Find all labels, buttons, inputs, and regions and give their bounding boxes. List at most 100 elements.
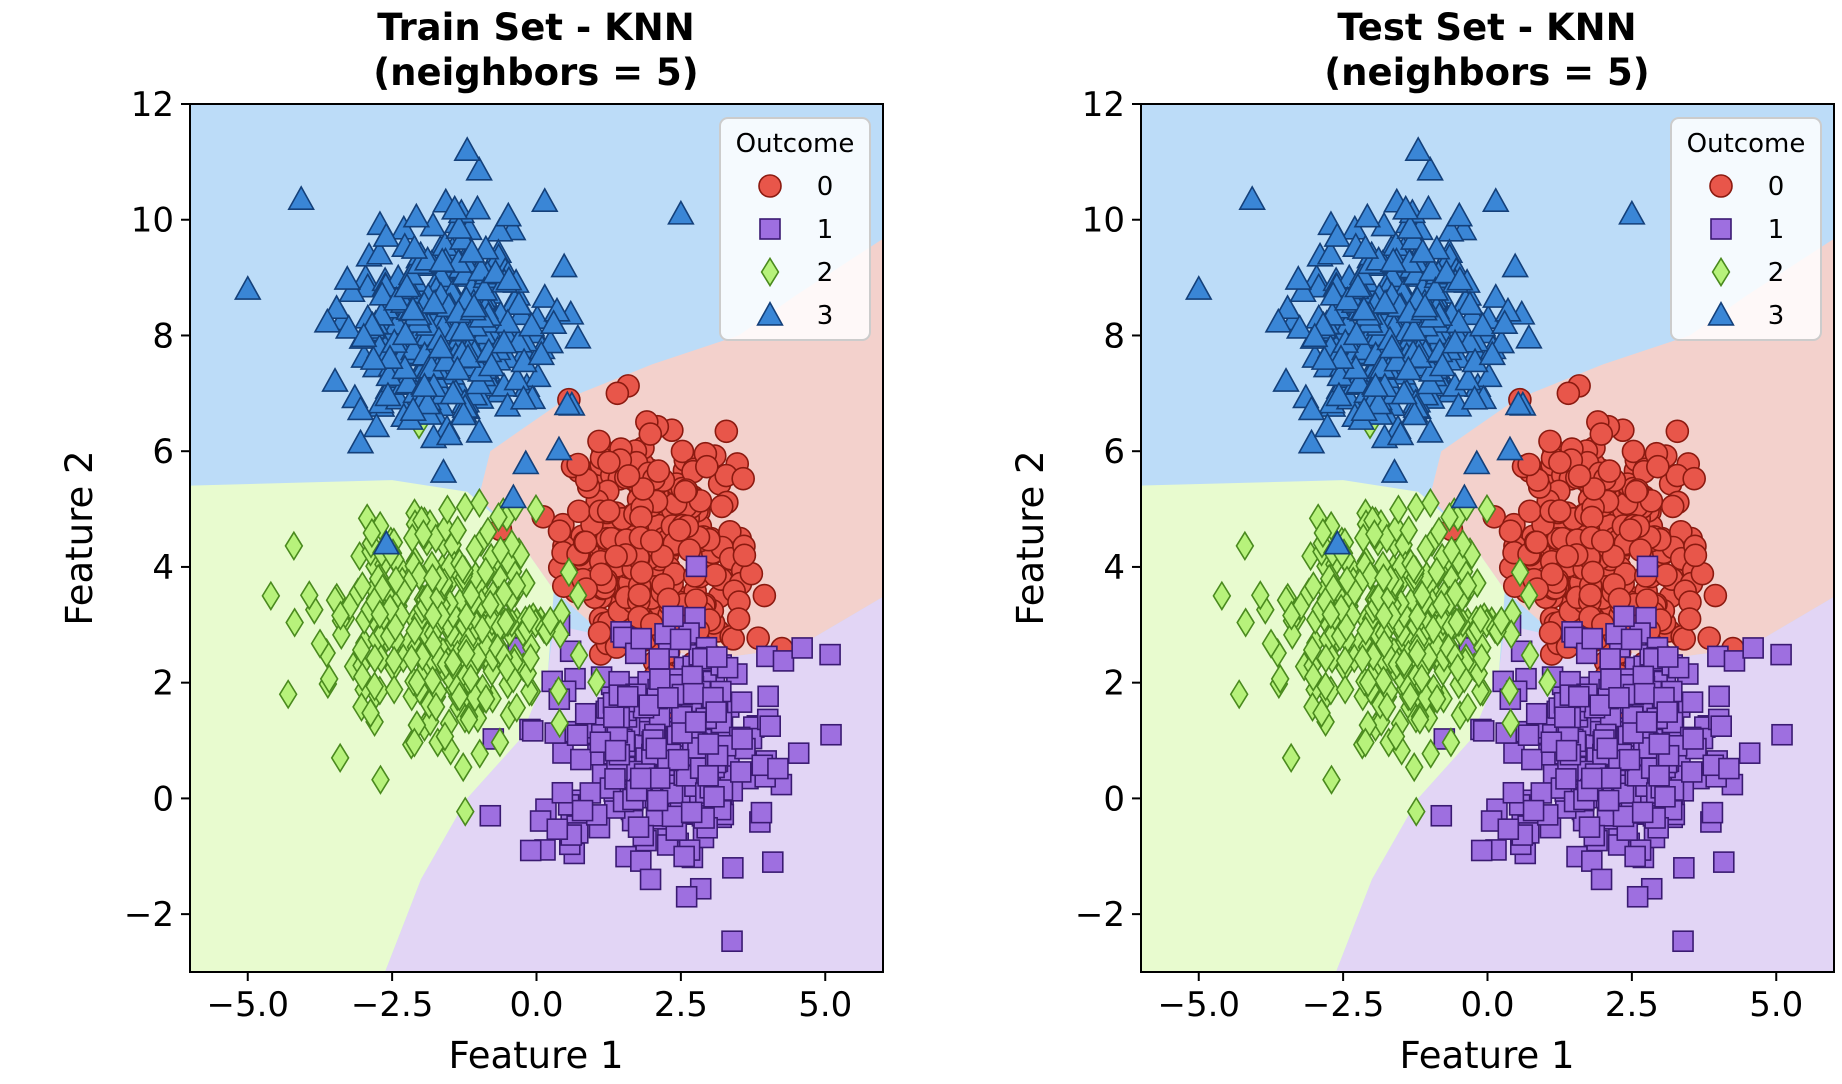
- series-2: [1212, 409, 1557, 827]
- data-point: [1548, 450, 1572, 475]
- data-point: [767, 757, 789, 780]
- data-point: [684, 711, 707, 733]
- data-point: [1272, 367, 1300, 392]
- data-point: [667, 199, 695, 225]
- data-point: [438, 494, 457, 525]
- data-point: [1567, 685, 1590, 708]
- data-point: [722, 857, 744, 879]
- data-point: [570, 748, 592, 771]
- data-point: [394, 368, 422, 394]
- data-point: [361, 697, 380, 729]
- data-point: [731, 466, 755, 491]
- data-point: [450, 681, 469, 712]
- legend-label-0: 0: [817, 172, 834, 202]
- data-point: [423, 665, 442, 696]
- data-point: [374, 381, 402, 407]
- data-point: [566, 499, 591, 524]
- data-point: [496, 607, 516, 638]
- data-point: [313, 307, 342, 333]
- data-point: [1304, 571, 1323, 602]
- data-point: [1432, 258, 1461, 284]
- data-point: [1547, 499, 1572, 523]
- data-point: [426, 691, 446, 722]
- data-point: [1447, 607, 1467, 638]
- data-point: [1321, 599, 1341, 630]
- train-y-axis-label: Feature 2: [58, 450, 101, 625]
- data-point: [353, 571, 372, 602]
- y-tick-label: −2: [1075, 895, 1125, 935]
- data-point: [1284, 265, 1313, 290]
- data-point: [1282, 600, 1301, 631]
- data-point: [1471, 603, 1490, 635]
- data-point: [1462, 449, 1491, 475]
- data-point: [1430, 804, 1453, 827]
- data-point: [1660, 494, 1685, 519]
- data-point: [376, 344, 404, 369]
- data-point: [1520, 640, 1540, 671]
- data-point: [566, 452, 590, 477]
- data-point: [410, 372, 439, 397]
- data-point: [1580, 505, 1604, 530]
- data-point: [1503, 742, 1525, 764]
- data-point: [1416, 155, 1444, 181]
- data-point: [1712, 851, 1735, 873]
- train-legend: Outcome 0 1 2 3: [719, 117, 871, 341]
- data-point: [334, 313, 363, 339]
- data-point: [1682, 466, 1706, 491]
- data-point: [726, 607, 751, 631]
- data-point: [464, 369, 493, 395]
- data-point: [685, 555, 708, 578]
- legend-marker-2: [760, 256, 780, 288]
- data-point: [402, 643, 421, 675]
- data-point: [461, 663, 481, 694]
- data-point: [1407, 638, 1427, 669]
- data-point: [1416, 417, 1444, 443]
- data-point: [370, 510, 390, 542]
- data-point: [1323, 222, 1352, 247]
- data-point: [1648, 765, 1670, 787]
- data-point: [597, 450, 621, 475]
- legend-marker-1: [759, 218, 781, 240]
- data-point: [587, 621, 612, 645]
- data-point: [1596, 737, 1619, 760]
- data-point: [1394, 355, 1423, 381]
- data-point: [1281, 742, 1301, 774]
- data-point: [517, 311, 546, 337]
- data-point: [476, 683, 496, 715]
- data-point: [1500, 675, 1519, 707]
- data-point: [1389, 494, 1408, 525]
- data-point: [657, 686, 679, 709]
- data-point: [1648, 733, 1671, 755]
- data-point: [596, 499, 621, 523]
- data-point: [319, 663, 339, 695]
- data-point: [669, 628, 692, 651]
- data-point: [639, 868, 662, 891]
- data-point: [545, 435, 573, 461]
- data-point: [1406, 796, 1426, 827]
- data-point: [1538, 429, 1562, 454]
- data-point: [1540, 562, 1564, 587]
- data-point: [391, 320, 420, 346]
- data-point: [630, 560, 654, 585]
- data-point: [1708, 685, 1730, 708]
- data-point: [1282, 619, 1302, 650]
- data-point: [1600, 668, 1622, 690]
- data-point: [1325, 381, 1353, 407]
- data-point: [627, 816, 650, 838]
- data-point: [705, 701, 728, 723]
- data-point: [673, 479, 698, 504]
- data-point: [440, 194, 469, 220]
- data-point: [1236, 607, 1255, 638]
- data-point: [1624, 845, 1646, 868]
- data-point: [791, 637, 813, 659]
- y-tick-label: 2: [152, 664, 174, 704]
- data-point: [489, 501, 508, 533]
- data-point: [1273, 294, 1302, 320]
- data-point: [405, 727, 424, 758]
- data-point: [1310, 345, 1339, 370]
- data-point: [682, 682, 705, 705]
- data-point: [481, 258, 510, 284]
- data-point: [571, 799, 594, 822]
- data-point: [1184, 275, 1213, 300]
- data-point: [1345, 368, 1373, 394]
